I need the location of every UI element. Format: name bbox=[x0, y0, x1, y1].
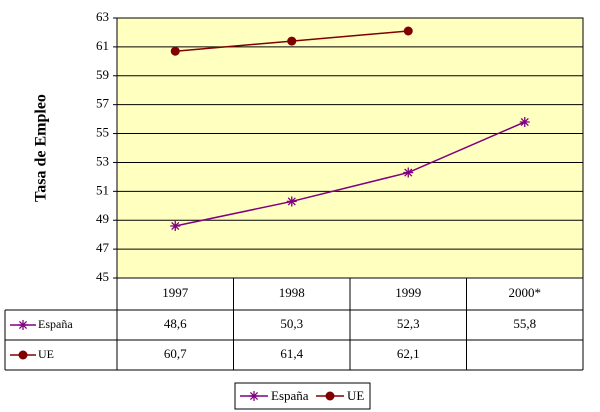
y-tick-label: 51 bbox=[96, 182, 109, 197]
marker bbox=[325, 391, 335, 401]
y-tick-label: 49 bbox=[96, 211, 109, 226]
marker bbox=[519, 117, 530, 127]
table-cell: 62,1 bbox=[397, 346, 420, 361]
marker bbox=[403, 167, 414, 178]
table-cell: 52,3 bbox=[397, 316, 420, 331]
table-cell: 60,7 bbox=[164, 346, 187, 361]
x-tick-label: 1999 bbox=[395, 285, 421, 300]
y-tick-label: 59 bbox=[96, 67, 109, 82]
legend-label: UE bbox=[347, 388, 364, 403]
y-tick-label: 57 bbox=[96, 96, 110, 111]
y-tick-label: 61 bbox=[96, 38, 109, 53]
x-tick-label: 1998 bbox=[279, 285, 305, 300]
marker bbox=[286, 196, 297, 207]
marker bbox=[18, 320, 28, 330]
row-label: España bbox=[38, 317, 73, 331]
y-tick-label: 63 bbox=[96, 9, 109, 24]
marker bbox=[170, 221, 181, 231]
y-tick-label: 55 bbox=[96, 125, 109, 140]
legend-label: España bbox=[271, 388, 309, 403]
x-tick-label: 1997 bbox=[162, 285, 189, 300]
x-tick-label: 2000* bbox=[509, 285, 542, 300]
marker bbox=[249, 391, 259, 401]
y-tick-label: 45 bbox=[96, 269, 109, 284]
marker bbox=[403, 26, 413, 36]
table-cell: 48,6 bbox=[164, 316, 187, 331]
y-tick-label: 53 bbox=[96, 153, 109, 168]
marker bbox=[170, 46, 180, 56]
series-line bbox=[175, 121, 526, 227]
table-cell: 61,4 bbox=[280, 346, 303, 361]
y-tick-label: 47 bbox=[96, 240, 110, 255]
y-axis-label: Tasa de Empleo bbox=[33, 94, 50, 202]
plot-area bbox=[116, 17, 584, 279]
marker bbox=[287, 36, 297, 46]
row-label: UE bbox=[38, 347, 54, 361]
table-cell: 55,8 bbox=[513, 316, 536, 331]
table-cell: 50,3 bbox=[280, 316, 303, 331]
marker bbox=[18, 350, 28, 360]
